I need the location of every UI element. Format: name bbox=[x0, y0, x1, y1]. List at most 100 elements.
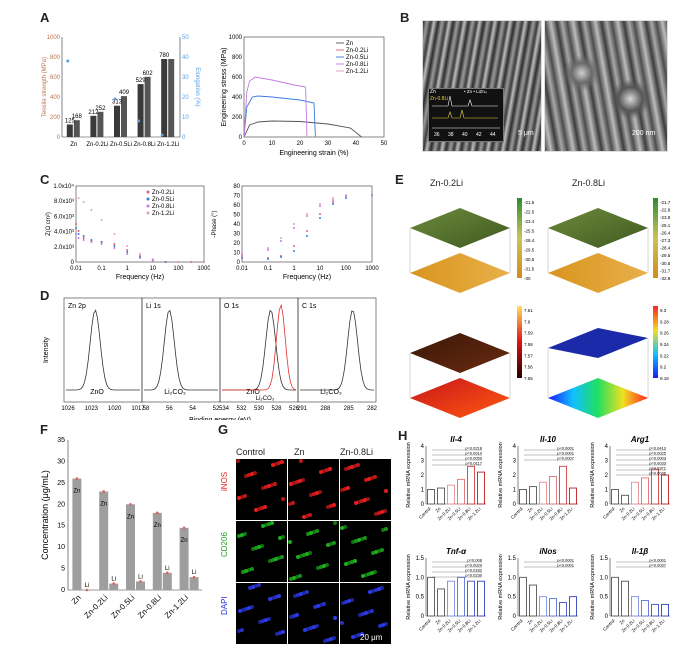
bar-label: Zn bbox=[73, 489, 80, 495]
cell-dot bbox=[361, 574, 365, 578]
surface-zn08-top bbox=[547, 208, 649, 293]
cell-dot bbox=[298, 574, 302, 578]
cell-dot bbox=[299, 592, 303, 596]
ytick-label: 1.0 bbox=[416, 575, 425, 581]
bar-label: Zn bbox=[127, 514, 134, 520]
colorbar-tick: 7.59 bbox=[524, 331, 533, 336]
panel-label-b: B bbox=[400, 10, 410, 25]
bar bbox=[162, 572, 172, 590]
ylabel: Intensity bbox=[43, 336, 50, 363]
colorbar-tick: -31.5 bbox=[524, 267, 535, 272]
cell-dot bbox=[241, 608, 245, 612]
g-scale-bar: 20 μm bbox=[360, 633, 383, 642]
legend-label: Zn-0.5Li bbox=[152, 197, 174, 203]
p-value: p=0.008 bbox=[467, 558, 482, 563]
phase-point bbox=[241, 253, 243, 255]
cell-dot bbox=[371, 589, 375, 593]
p-value: p<0.0001 bbox=[649, 558, 667, 563]
xtick-label: 10 bbox=[269, 141, 276, 147]
legend-label: Zn bbox=[346, 41, 353, 47]
phase-point bbox=[267, 247, 269, 249]
xrd-tick: 42 bbox=[476, 132, 482, 138]
cell-dot bbox=[260, 544, 264, 548]
p-value: p=0.0218 bbox=[465, 446, 483, 451]
colorbar-tick: 9.22 bbox=[660, 353, 669, 358]
legend-label: Zn-1.2Li bbox=[346, 69, 368, 75]
p-value: p<0.0001 bbox=[557, 563, 575, 568]
colorbar-tick: 9.26 bbox=[660, 331, 669, 336]
bar bbox=[126, 504, 135, 590]
xps-tick: 285 bbox=[344, 406, 355, 412]
cell-dot bbox=[309, 531, 313, 535]
cell-dot bbox=[302, 591, 306, 595]
ytick-label: 0 bbox=[605, 614, 609, 620]
data-label: 602 bbox=[143, 71, 154, 77]
phase-point bbox=[306, 213, 308, 215]
xps-tick: 282 bbox=[367, 406, 378, 412]
cell-dot bbox=[308, 513, 312, 517]
cell-dot bbox=[343, 525, 347, 529]
stress-curve bbox=[243, 120, 362, 138]
bar bbox=[136, 581, 145, 590]
eis-point bbox=[126, 253, 129, 255]
p-value: p<0.0001 bbox=[557, 446, 575, 451]
xps-tick: 532 bbox=[236, 406, 247, 412]
xps-species-2: Li₂CO₃ bbox=[256, 396, 275, 402]
g-row-inos: iNOS bbox=[220, 471, 229, 491]
cell-dot bbox=[295, 480, 299, 484]
cell-dot bbox=[299, 554, 303, 558]
cell-dot bbox=[347, 466, 351, 470]
colorbar-tick: -22.5 bbox=[524, 210, 535, 215]
data-label: 212 bbox=[88, 110, 99, 116]
eis-point bbox=[75, 233, 77, 235]
cell-dot bbox=[306, 532, 310, 536]
cell-dot bbox=[353, 559, 357, 563]
colorbar-tick: -32.8 bbox=[660, 276, 671, 281]
cell-dot bbox=[384, 622, 388, 626]
colorbar-tick: -23.4 bbox=[524, 219, 535, 224]
colorbar-tick: 7.57 bbox=[524, 353, 533, 358]
cell-dot bbox=[312, 492, 316, 496]
stress-curve bbox=[243, 76, 308, 138]
cell-dot bbox=[363, 536, 367, 540]
cell-dot bbox=[277, 556, 281, 560]
bar bbox=[97, 111, 104, 137]
xps-spectrum bbox=[222, 309, 297, 391]
e-title-right: Zn-0.8Li bbox=[572, 178, 606, 188]
cell-dot bbox=[350, 598, 354, 602]
cell-dot bbox=[281, 630, 285, 634]
cell-dot bbox=[303, 628, 307, 632]
colorbar-tick: -30.5 bbox=[660, 261, 671, 266]
xps-tick: 52 bbox=[213, 406, 220, 412]
cell-dot bbox=[274, 557, 278, 561]
phase-point bbox=[306, 235, 308, 237]
y2tick-label: 20 bbox=[182, 95, 189, 101]
phase-point bbox=[280, 256, 282, 258]
xtick-label: 1 bbox=[126, 266, 130, 272]
bar bbox=[66, 124, 73, 137]
fluorescence-cell bbox=[340, 459, 391, 520]
xrd-tick: 38 bbox=[448, 132, 454, 138]
cell-dot bbox=[289, 482, 293, 486]
cell-dot bbox=[384, 527, 388, 531]
ytick-label: 0 bbox=[57, 135, 61, 141]
plot-frame bbox=[241, 185, 373, 263]
category-label: Zn bbox=[618, 506, 626, 514]
cell-dot bbox=[257, 583, 261, 587]
phase-point bbox=[293, 227, 295, 229]
xps-tick: 288 bbox=[320, 406, 331, 412]
ytick-label: 4 bbox=[513, 444, 517, 450]
legend-marker bbox=[146, 211, 150, 215]
panel-label-c: C bbox=[40, 172, 50, 187]
cell-dot bbox=[243, 494, 247, 498]
cell-dot bbox=[274, 595, 278, 599]
cell-dot bbox=[298, 479, 302, 483]
ytick-label: 10 bbox=[57, 544, 65, 551]
xrd-legend-zn: Zn bbox=[430, 89, 436, 95]
ytick-label: 3 bbox=[513, 459, 517, 465]
surface-zn02-top bbox=[409, 208, 511, 293]
fluorescence-cell bbox=[288, 583, 339, 644]
phase-point bbox=[319, 217, 321, 219]
cell-dot bbox=[344, 467, 348, 471]
